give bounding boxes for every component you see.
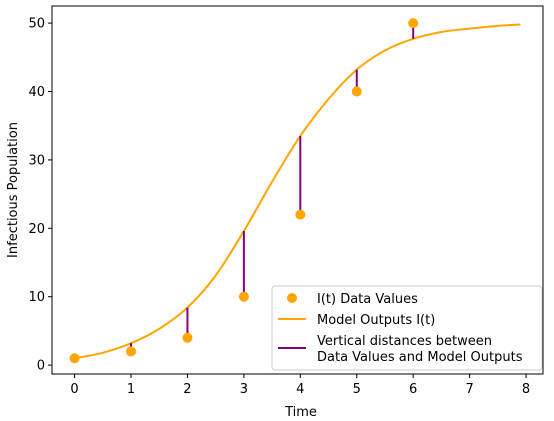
- y-axis-label: Infectious Population: [6, 122, 21, 258]
- data-point: [182, 332, 193, 343]
- y-tick-label: 50: [28, 17, 45, 32]
- x-tick-label: 1: [127, 382, 135, 397]
- data-point: [295, 209, 306, 220]
- x-tick-label: 4: [296, 382, 304, 397]
- legend: I(t) Data Values Model Outputs I(t) Vert…: [271, 285, 543, 371]
- y-tick-label: 10: [28, 290, 45, 305]
- x-tick-label: 6: [409, 382, 417, 397]
- x-tick-label: 0: [70, 382, 78, 397]
- x-tick-label: 8: [522, 382, 530, 397]
- legend-box: [271, 285, 543, 371]
- legend-label-vertical-distances-line2: Data Values and Model Outputs: [317, 350, 523, 365]
- data-point: [408, 18, 419, 29]
- plot-frame: [51, 5, 544, 375]
- model-outputs-line: [74, 23, 521, 360]
- x-tick-label: 5: [353, 382, 361, 397]
- x-tick-label: 3: [240, 382, 248, 397]
- plot-content: [69, 18, 521, 364]
- x-tick-label: 7: [465, 382, 473, 397]
- legend-marker-data-values: [287, 293, 297, 303]
- y-tick-label: 30: [28, 153, 45, 168]
- data-point: [238, 291, 249, 302]
- y-tick-label: 0: [37, 359, 45, 374]
- y-tick-label: 40: [28, 85, 45, 100]
- y-axis: 0 10 20 30 40 50: [28, 17, 52, 374]
- data-point: [69, 353, 80, 364]
- data-point: [126, 346, 137, 357]
- x-axis-label: Time: [284, 405, 317, 420]
- x-tick-label: 2: [183, 382, 191, 397]
- legend-label-vertical-distances-line1: Vertical distances between: [317, 334, 492, 349]
- data-point: [351, 86, 362, 97]
- y-tick-label: 20: [28, 222, 45, 237]
- x-axis: 0 1 2 3 4 5 6 7 8: [70, 374, 530, 397]
- legend-label-data-values: I(t) Data Values: [317, 292, 418, 307]
- legend-label-model-outputs: Model Outputs I(t): [317, 313, 435, 328]
